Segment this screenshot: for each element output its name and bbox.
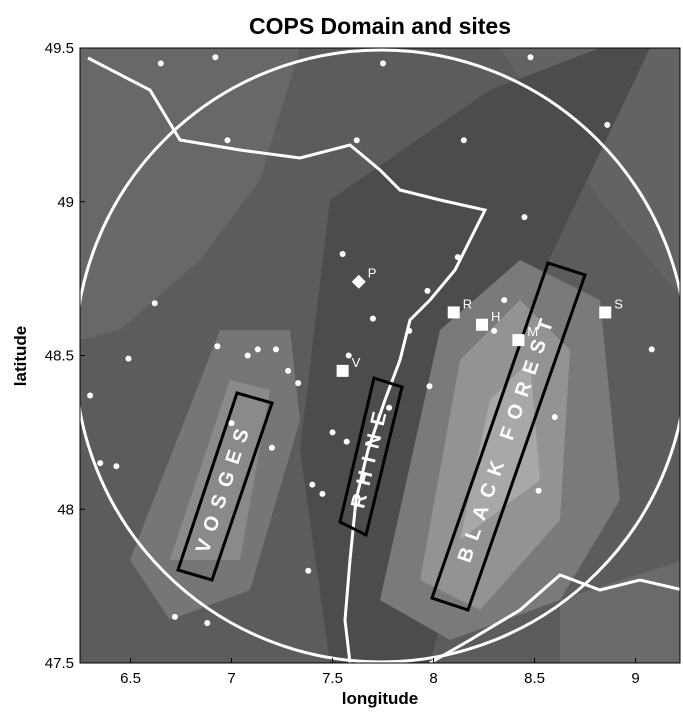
station bbox=[386, 405, 392, 411]
station bbox=[406, 328, 412, 334]
site-marker bbox=[599, 306, 611, 318]
site-marker bbox=[448, 306, 460, 318]
chart: COPS Domain and sites VOSGES RHINE BLACK… bbox=[0, 0, 683, 713]
x-tick-label: 8 bbox=[429, 670, 437, 687]
station bbox=[204, 620, 210, 626]
station bbox=[125, 356, 131, 362]
station bbox=[158, 60, 164, 66]
station bbox=[273, 346, 279, 352]
site-marker bbox=[476, 319, 488, 331]
station bbox=[255, 346, 261, 352]
station bbox=[491, 328, 497, 334]
y-tick-label: 49 bbox=[57, 194, 74, 211]
station bbox=[426, 383, 432, 389]
station bbox=[269, 445, 275, 451]
terrain bbox=[75, 48, 683, 663]
station bbox=[528, 54, 534, 60]
station bbox=[461, 137, 467, 143]
station bbox=[152, 300, 158, 306]
site-label: S bbox=[614, 296, 623, 311]
y-tick-label: 49.5 bbox=[45, 40, 74, 57]
site-label: R bbox=[463, 296, 472, 311]
station bbox=[309, 482, 315, 488]
site-marker bbox=[337, 365, 349, 377]
x-tick-label: 7.5 bbox=[322, 670, 343, 687]
station bbox=[370, 316, 376, 322]
site-label: V bbox=[352, 355, 361, 370]
chart-title: COPS Domain and sites bbox=[249, 13, 511, 39]
station bbox=[649, 346, 655, 352]
station bbox=[536, 488, 542, 494]
station bbox=[380, 60, 386, 66]
station bbox=[424, 288, 430, 294]
station bbox=[319, 491, 325, 497]
station bbox=[229, 420, 235, 426]
page: {"chart_data": { "type": "map", "title":… bbox=[0, 0, 683, 718]
station bbox=[354, 137, 360, 143]
site-label: M bbox=[527, 324, 538, 339]
station bbox=[214, 343, 220, 349]
x-tick-label: 9 bbox=[631, 670, 639, 687]
station bbox=[172, 614, 178, 620]
y-tick-label: 48.5 bbox=[45, 348, 74, 365]
x-tick-label: 8.5 bbox=[524, 670, 545, 687]
station bbox=[344, 439, 350, 445]
station bbox=[501, 297, 507, 303]
x-axis-label: longitude bbox=[342, 689, 418, 708]
station bbox=[521, 214, 527, 220]
station bbox=[455, 254, 461, 260]
station bbox=[330, 429, 336, 435]
station bbox=[340, 251, 346, 257]
site-label: H bbox=[491, 309, 500, 324]
x-tick-label: 6.5 bbox=[120, 670, 141, 687]
station bbox=[285, 368, 291, 374]
station bbox=[97, 460, 103, 466]
site-label: P bbox=[368, 266, 377, 281]
station bbox=[113, 463, 119, 469]
y-axis-label: latitude bbox=[11, 326, 30, 386]
station bbox=[552, 414, 558, 420]
station bbox=[295, 380, 301, 386]
station bbox=[604, 122, 610, 128]
y-tick-label: 48 bbox=[57, 501, 74, 518]
station bbox=[305, 568, 311, 574]
y-tick-label: 47.5 bbox=[45, 655, 74, 672]
site-marker bbox=[512, 334, 524, 346]
station bbox=[224, 137, 230, 143]
station bbox=[87, 392, 93, 398]
station bbox=[212, 54, 218, 60]
station bbox=[245, 353, 251, 359]
x-tick-label: 7 bbox=[227, 670, 235, 687]
